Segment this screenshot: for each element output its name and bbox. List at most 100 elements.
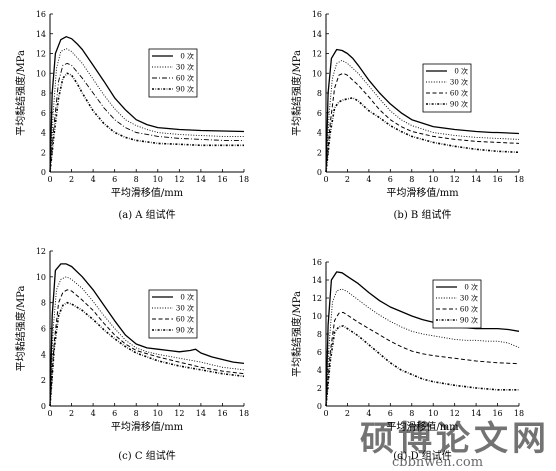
chart-caption: (d) D 组试件 [393, 449, 452, 462]
legend-box [148, 48, 198, 98]
x-tick-label: 0 [47, 175, 52, 184]
x-tick-label: 12 [174, 175, 184, 184]
y-tick-label: 0 [41, 168, 46, 177]
x-tick-label: 8 [134, 409, 139, 418]
x-tick-label: 12 [450, 409, 460, 418]
x-tick-label: 2 [69, 175, 74, 184]
series-line-4 [325, 325, 519, 407]
series-line-2 [325, 59, 520, 173]
y-tick-label: 12 [36, 50, 46, 59]
legend-label: 90 次 [176, 85, 194, 94]
chart-panel-4: 0 2 4 6 8 10 12 14 16 18 0 2 4 6 8 10 12 14 16 平均滑移值/mm 平均黏结… [290, 258, 524, 462]
x-tick-label: 0 [323, 175, 328, 184]
chart-panels: 0 2 4 6 8 10 12 14 16 18 0 2 4 6 8 10 12 14 16 平均滑移值/mm 平均黏结… [14, 10, 524, 462]
x-tick-label: 14 [471, 175, 481, 184]
x-tick-label: 18 [239, 175, 249, 184]
y-tick-label: 14 [36, 30, 46, 39]
series-line-2 [325, 288, 520, 407]
x-tick-label: 4 [366, 175, 371, 184]
x-tick-label: 12 [174, 409, 184, 418]
legend-box [432, 279, 482, 329]
legend-label: 60 次 [176, 74, 194, 83]
y-tick-label: 6 [317, 348, 322, 357]
y-tick-label: 4 [317, 366, 322, 375]
y-tick-label: 2 [317, 384, 322, 393]
y-tick-label: 16 [312, 10, 322, 19]
y-tick-label: 6 [41, 109, 46, 118]
x-tick-label: 8 [134, 175, 139, 184]
y-tick-label: 14 [312, 276, 322, 285]
chart-panel-3: 0 2 4 6 8 10 12 14 16 18 0 2 4 6 8 10 12 平均滑移值/mm 平均黏结强度/M… [14, 247, 249, 462]
legend-box [148, 289, 198, 339]
series-line-1 [49, 263, 245, 407]
series-line-2 [49, 276, 245, 407]
y-tick-label: 2 [41, 148, 46, 157]
legend-label: 90 次 [450, 100, 468, 109]
legend-label: 60 次 [176, 315, 194, 324]
y-tick-label: 16 [312, 258, 322, 267]
y-tick-label: 4 [41, 350, 46, 359]
chart-legend: 0 次 30 次 60 次 90 次 [432, 279, 482, 329]
y-tick-label: 4 [41, 129, 46, 138]
y-axis-label: 平均黏结强度/MPa [290, 50, 303, 136]
series-line-4 [325, 97, 520, 173]
chart-panel-2: 0 2 4 6 8 10 12 14 16 18 0 2 4 6 8 10 12 14 16 平均滑移值/mm 平均黏结… [290, 10, 524, 221]
x-tick-label: 16 [217, 409, 227, 418]
x-tick-label: 4 [91, 409, 96, 418]
y-tick-label: 12 [312, 50, 322, 59]
chart-panel-1: 0 2 4 6 8 10 12 14 16 18 0 2 4 6 8 10 12 14 16 平均滑移值/mm 平均黏结… [14, 10, 249, 221]
y-tick-label: 12 [312, 294, 322, 303]
chart-caption: (c) C 组试件 [118, 449, 175, 462]
y-tick-label: 8 [317, 330, 322, 339]
x-tick-label: 6 [112, 175, 117, 184]
series-line-4 [49, 72, 244, 173]
y-tick-label: 10 [312, 69, 322, 78]
y-tick-label: 2 [317, 148, 322, 157]
x-axis-label: 平均滑移值/mm [111, 420, 184, 433]
y-tick-label: 8 [41, 299, 46, 308]
x-tick-label: 16 [492, 175, 502, 184]
x-axis-label: 平均滑移值/mm [111, 186, 184, 199]
x-tick-label: 2 [69, 409, 74, 418]
y-tick-label: 12 [36, 247, 46, 256]
x-tick-label: 10 [428, 175, 438, 184]
x-tick-label: 0 [47, 409, 52, 418]
x-tick-label: 18 [239, 409, 249, 418]
legend-label: 90 次 [176, 326, 194, 335]
legend-box [422, 63, 472, 113]
legend-label: 30 次 [176, 304, 194, 313]
y-tick-label: 0 [317, 402, 322, 411]
x-tick-label: 4 [366, 409, 371, 418]
x-tick-label: 2 [345, 175, 350, 184]
series-line-3 [49, 289, 245, 407]
y-tick-label: 0 [317, 168, 322, 177]
chart-legend: 0 次 30 次 60 次 90 次 [148, 48, 198, 98]
legend-label: 60 次 [460, 305, 478, 314]
y-tick-label: 10 [36, 273, 46, 282]
x-tick-label: 10 [153, 409, 163, 418]
x-tick-label: 18 [514, 175, 524, 184]
chart-legend: 0 次 30 次 60 次 90 次 [148, 289, 198, 339]
y-axis-label: 平均黏结强度/MPa [14, 286, 27, 372]
chart-caption: (b) B 组试件 [394, 208, 452, 221]
y-tick-label: 16 [36, 10, 46, 19]
y-tick-label: 6 [41, 325, 46, 334]
series-line-4 [49, 301, 245, 407]
y-tick-label: 6 [317, 109, 322, 118]
x-tick-label: 16 [217, 175, 227, 184]
x-tick-label: 18 [514, 409, 524, 418]
series-line-3 [49, 62, 244, 173]
x-tick-label: 10 [428, 409, 438, 418]
legend-label: 0 次 [464, 283, 478, 292]
legend-label: 90 次 [460, 316, 478, 325]
x-tick-label: 16 [492, 409, 502, 418]
y-tick-label: 0 [41, 402, 46, 411]
legend-label: 30 次 [460, 294, 478, 303]
y-axis-label: 平均黏结强度/MPa [290, 291, 303, 377]
series-line-2 [49, 48, 244, 173]
x-axis-label: 平均滑移值/mm [386, 420, 459, 433]
legend-label: 0 次 [180, 293, 194, 302]
y-tick-label: 4 [317, 129, 322, 138]
x-tick-label: 0 [323, 409, 328, 418]
